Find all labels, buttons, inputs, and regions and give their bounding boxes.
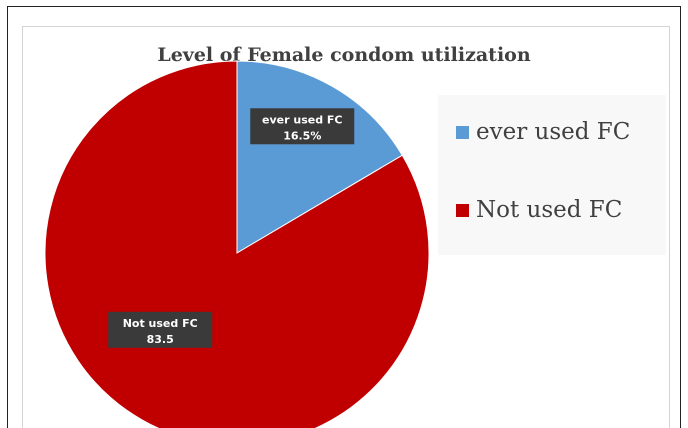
data-label-not-used: Not used FC 83.5 [108, 311, 213, 348]
legend-swatch-ever-used [456, 125, 469, 139]
data-label-not-used-name: Not used FC [123, 317, 198, 330]
data-label-ever-used: ever used FC 16.5% [250, 108, 355, 145]
legend-item-not-used: Not used FC [456, 197, 622, 223]
data-label-not-used-value: 83.5 [147, 333, 174, 346]
chart-title: Level of Female condom utilization [157, 44, 531, 66]
legend: ever used FC Not used FC [438, 95, 666, 255]
legend-swatch-not-used [456, 203, 469, 217]
legend-item-ever-used: ever used FC [456, 119, 630, 145]
data-label-ever-used-value: 16.5% [283, 129, 321, 142]
legend-label-not-used: Not used FC [476, 197, 623, 223]
data-label-ever-used-name: ever used FC [262, 113, 342, 126]
data-label-not-used-box [108, 311, 213, 348]
legend-label-ever-used: ever used FC [476, 119, 631, 145]
data-label-ever-used-box [250, 108, 355, 145]
